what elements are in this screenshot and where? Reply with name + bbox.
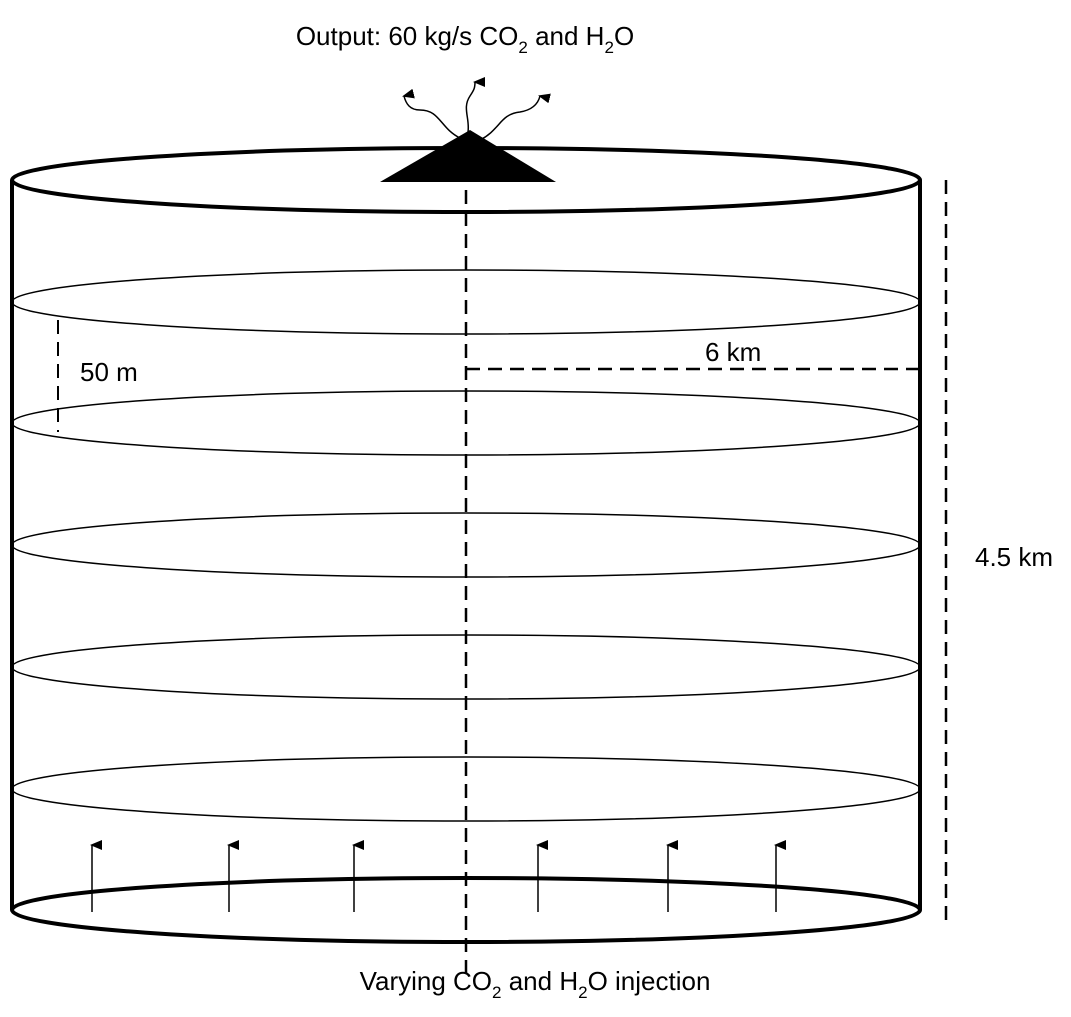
height-label: 4.5 km	[975, 542, 1053, 572]
subscript: 2	[492, 983, 501, 1002]
injection-arrows	[90, 840, 786, 912]
label-part: Output: 60 kg/s CO	[296, 21, 519, 51]
layer-thickness-label: 50 m	[80, 357, 138, 387]
label-part: and H	[528, 21, 605, 51]
vent	[380, 130, 556, 182]
injection-label: Varying CO2 and H2O injection	[360, 966, 711, 1002]
output-label: Output: 60 kg/s CO2 and H2O	[296, 21, 634, 57]
radius-label: 6 km	[705, 337, 761, 367]
output-arrow	[465, 77, 486, 133]
output-arrow	[479, 93, 551, 141]
layer-disk	[11, 634, 921, 700]
output-arrow	[402, 88, 461, 139]
subscript: 2	[518, 38, 527, 57]
output-arrows	[402, 77, 551, 141]
subscript: 2	[578, 983, 587, 1002]
label-part: O	[614, 21, 634, 51]
bottom-ellipse	[10, 876, 922, 944]
label-part: and H	[502, 966, 579, 996]
subscript: 2	[604, 38, 613, 57]
label-part: Varying CO	[360, 966, 492, 996]
dimension-lines	[57, 180, 948, 978]
label-part: O injection	[588, 966, 711, 996]
